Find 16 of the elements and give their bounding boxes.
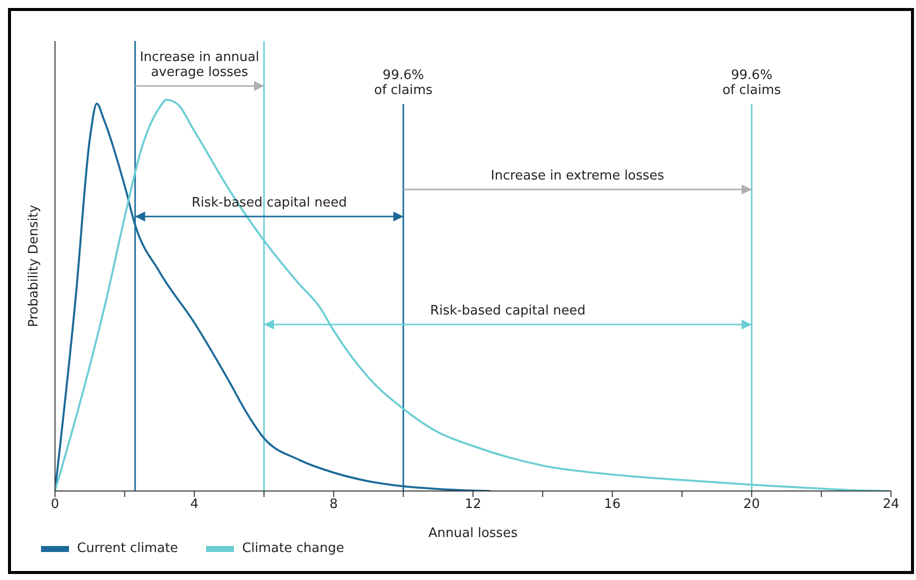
annotation: Increase in extreme losses bbox=[490, 168, 664, 184]
x-tick-label: 16 bbox=[604, 497, 621, 512]
ref-line-label: 99.6% of claims bbox=[722, 68, 782, 98]
y-axis-title: Probability Density bbox=[26, 204, 42, 328]
x-tick-label: 12 bbox=[464, 497, 482, 512]
x-tick-label: 4 bbox=[190, 497, 198, 512]
ref-line-label: 99.6% of claims bbox=[374, 68, 433, 98]
legend-label: Climate change bbox=[241, 541, 344, 556]
x-tick-label: 8 bbox=[330, 497, 338, 512]
x-axis-title: Annual losses bbox=[428, 526, 518, 541]
x-tick-label: 24 bbox=[882, 497, 900, 512]
legend-label: Current climate bbox=[76, 541, 178, 556]
text: Increase in annual average losses bbox=[140, 50, 260, 80]
x-tick-label: 0 bbox=[50, 497, 60, 512]
x-tick-label: 20 bbox=[743, 497, 760, 512]
annotation: Risk-based capital need bbox=[430, 304, 586, 318]
